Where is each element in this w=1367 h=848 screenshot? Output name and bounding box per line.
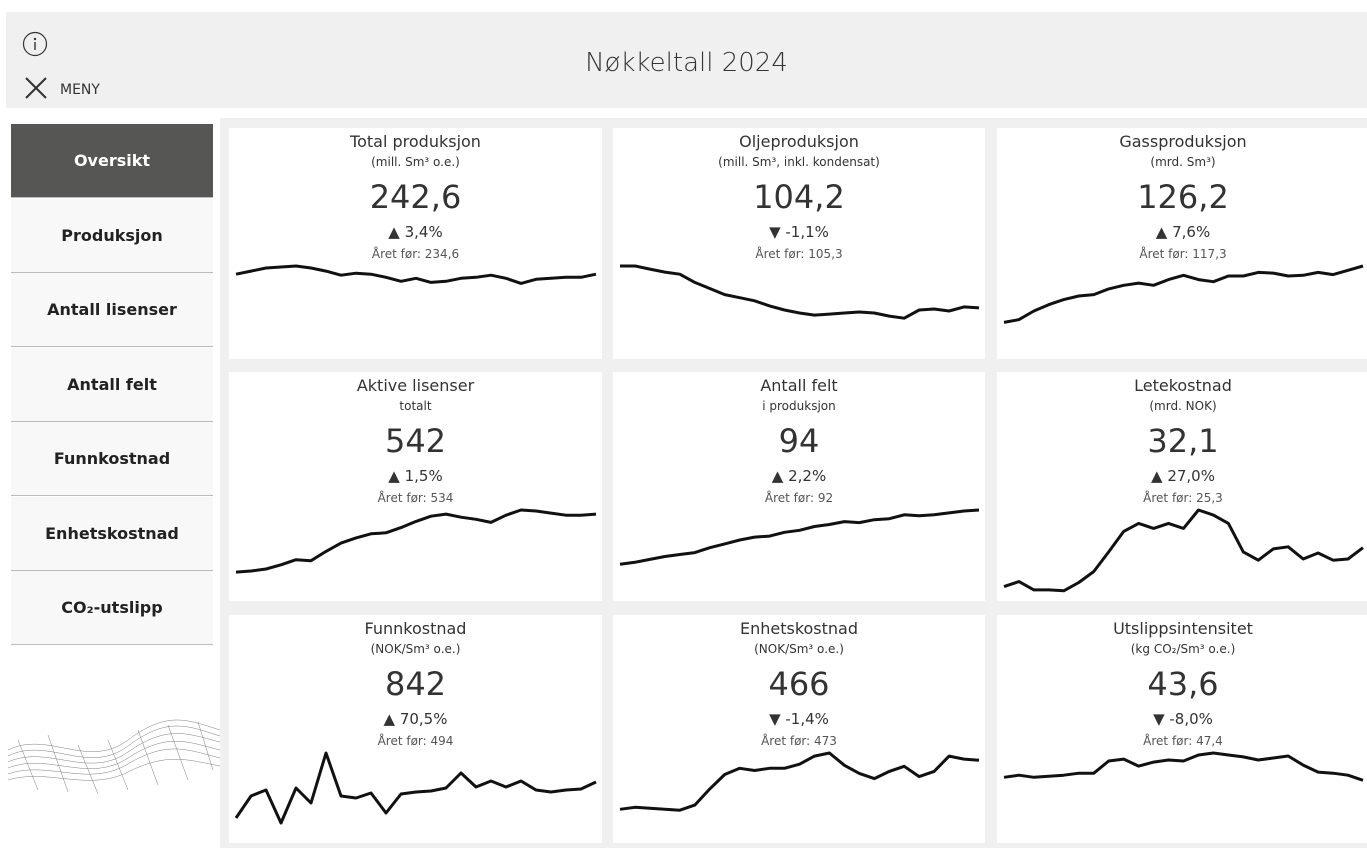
kpi-prior: Året før: 473 xyxy=(761,734,837,748)
nav-item[interactable]: Enhetskostnad xyxy=(11,496,213,571)
kpi-change: ▼ -1,4% xyxy=(769,710,829,728)
kpi-value: 43,6 xyxy=(1147,665,1219,703)
card-subtitle: i produksjon xyxy=(762,399,836,413)
card-subtitle: (NOK/Sm³ o.e.) xyxy=(754,642,844,656)
header: MENY Nøkkeltall 2024 xyxy=(6,12,1367,108)
sparkline xyxy=(235,264,597,285)
kpi-prior: Året før: 92 xyxy=(764,491,834,505)
kpi-prior: Året før: 47,4 xyxy=(1143,734,1223,748)
card-title: Oljeproduksjon xyxy=(739,132,859,151)
kpi-value: 542 xyxy=(384,422,447,460)
page-title: Nøkkeltall 2024 xyxy=(585,48,788,78)
sparkline xyxy=(1003,264,1364,324)
sparkline-area xyxy=(620,264,980,320)
close-icon[interactable] xyxy=(24,76,48,100)
sparkline-area xyxy=(1003,751,1364,782)
sparkline xyxy=(234,751,597,825)
kpi-card[interactable]: Total produksjon (mill. Sm³ o.e.) 242,6 ▲ 3… xyxy=(229,128,602,359)
kpi-card[interactable]: Antall felt i produksjon 94 ▲ 2,2% Året før:… xyxy=(613,372,985,601)
wireframe-graphic xyxy=(8,719,220,795)
card-subtitle: (NOK/Sm³ o.e.) xyxy=(370,642,461,656)
kpi-change: ▼ -1,1% xyxy=(769,223,829,241)
kpi-card[interactable]: Letekostnad (mrd. NOK) 32,1 ▲ 27,0% Året før… xyxy=(997,372,1367,601)
card-title: Total produksjon xyxy=(350,132,481,151)
kpi-value: 104,2 xyxy=(753,178,845,216)
card-title: Funnkostnad xyxy=(364,619,467,638)
card-title: Aktive lisenser xyxy=(356,376,475,395)
kpi-change: ▲ 7,6% xyxy=(1155,223,1211,241)
sparkline-area xyxy=(619,751,980,812)
sparkline-area xyxy=(1003,264,1364,324)
card-subtitle: (mill. Sm³, inkl. kondensat) xyxy=(718,155,880,169)
sparkline xyxy=(1003,508,1364,593)
nav-item[interactable]: Produksjon xyxy=(11,198,213,273)
kpi-value: 466 xyxy=(768,665,830,703)
kpi-change: ▲ 1,5% xyxy=(388,467,443,485)
card-subtitle: totalt xyxy=(399,399,432,413)
kpi-card[interactable]: Funnkostnad (NOK/Sm³ o.e.) 842 ▲ 70,5% Året … xyxy=(229,615,602,843)
nav-item[interactable]: Antall lisenser xyxy=(11,273,213,347)
kpi-prior: Året før: 105,3 xyxy=(755,247,843,261)
kpi-value: 94 xyxy=(778,422,820,460)
sparkline-area xyxy=(235,508,597,574)
kpi-change: ▼ -8,0% xyxy=(1153,710,1213,728)
nav-item[interactable]: Funnkostnad xyxy=(11,422,213,496)
sparkline xyxy=(619,751,980,812)
nav-item[interactable]: Oversikt xyxy=(11,124,213,198)
info-icon[interactable] xyxy=(22,31,48,57)
kpi-prior: Året før: 117,3 xyxy=(1139,247,1227,261)
kpi-value: 242,6 xyxy=(369,178,462,216)
sparkline xyxy=(620,264,980,320)
kpi-card[interactable]: Utslippsintensitet (kg CO₂/Sm³ o.e.) 43,6 ▼… xyxy=(997,615,1367,843)
nav-item[interactable]: Antall felt xyxy=(11,347,213,422)
sparkline xyxy=(1003,751,1364,782)
kpi-prior: Året før: 25,3 xyxy=(1143,491,1223,505)
card-title: Enhetskostnad xyxy=(739,619,859,638)
kpi-change: ▲ 27,0% xyxy=(1151,467,1215,485)
menu-label[interactable]: MENY xyxy=(60,82,100,98)
kpi-change: ▲ 70,5% xyxy=(383,710,448,728)
sparkline-area xyxy=(234,751,597,825)
card-title: Gassproduksjon xyxy=(1119,132,1247,151)
sparkline xyxy=(619,508,980,566)
card-title: Utslippsintensitet xyxy=(1113,619,1253,638)
card-title: Letekostnad xyxy=(1134,376,1232,395)
sparkline xyxy=(235,508,597,574)
kpi-change: ▲ 2,2% xyxy=(771,467,827,485)
kpi-card[interactable]: Oljeproduksjon (mill. Sm³, inkl. kondensa… xyxy=(613,128,985,359)
kpi-change: ▲ 3,4% xyxy=(388,223,443,241)
kpi-value: 842 xyxy=(384,665,447,703)
kpi-value: 32,1 xyxy=(1147,422,1219,460)
kpi-card[interactable]: Gassproduksjon (mrd. Sm³) 126,2 ▲ 7,6% Året … xyxy=(997,128,1367,359)
kpi-value: 126,2 xyxy=(1137,178,1229,216)
card-subtitle: (mill. Sm³ o.e.) xyxy=(371,155,460,169)
card-title: Antall felt xyxy=(760,376,838,395)
card-subtitle: (kg CO₂/Sm³ o.e.) xyxy=(1130,642,1236,656)
kpi-card[interactable]: Aktive lisenser totalt 542 ▲ 1,5% Året før: … xyxy=(229,372,602,601)
kpi-prior: Året før: 534 xyxy=(377,491,454,505)
sparkline-area xyxy=(619,508,980,566)
kpi-card[interactable]: Enhetskostnad (NOK/Sm³ o.e.) 466 ▼ -1,4% Åre… xyxy=(613,615,985,843)
card-subtitle: (mrd. Sm³) xyxy=(1150,155,1216,169)
sparkline-area xyxy=(1003,508,1364,593)
card-subtitle: (mrd. NOK) xyxy=(1149,399,1217,413)
sparkline-area xyxy=(235,264,597,285)
kpi-prior: Året før: 234,6 xyxy=(371,247,460,261)
nav-item[interactable]: CO₂-utslipp xyxy=(11,571,213,645)
kpi-prior: Året før: 494 xyxy=(377,734,454,748)
